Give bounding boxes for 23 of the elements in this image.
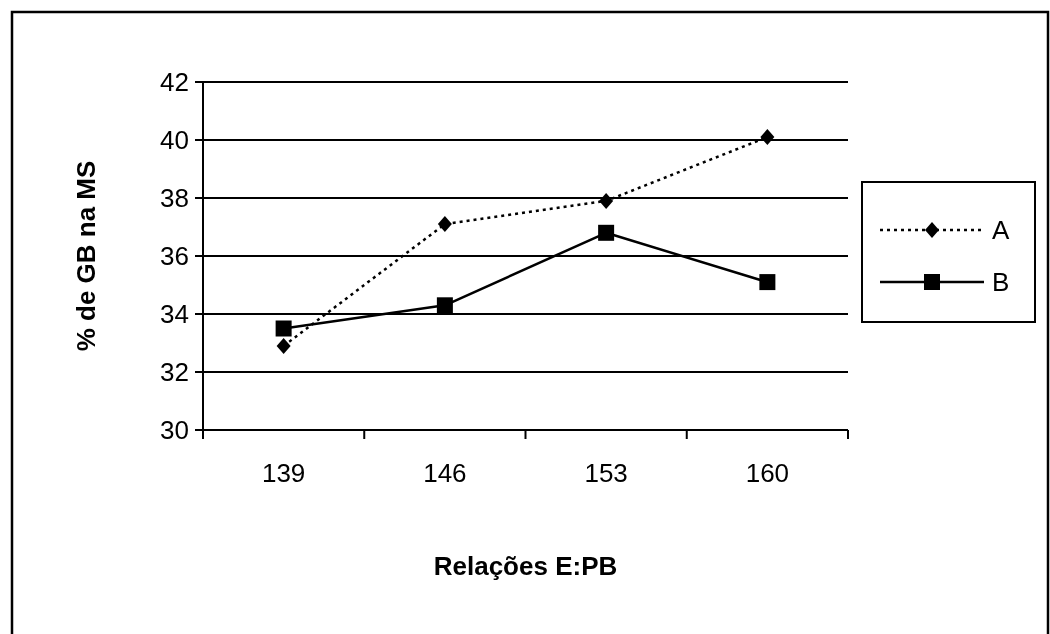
point [276,337,291,354]
legend-label: B [992,267,1010,298]
y-tick-label: 42 [160,67,189,98]
legend-label: A [992,215,1010,246]
point [275,320,292,337]
point [437,216,452,233]
x-tick-label: 146 [423,458,467,488]
y-tick-label: 32 [160,357,189,388]
point [760,129,775,146]
y-tick-label: 36 [160,241,189,272]
x-tick-label: 139 [261,458,306,488]
y-tick-label: 38 [160,183,189,214]
x-axis-title: Relações E:PB [433,551,618,581]
point [599,192,614,209]
x-tick-label: 153 [584,458,628,488]
y-tick-label: 40 [160,125,189,156]
y-axis-title: % de GB na MS [71,160,101,352]
point [436,297,453,314]
x-tick-label: 160 [745,458,790,488]
point [759,274,776,291]
y-tick-label: 34 [160,299,189,330]
point [598,224,615,241]
y-tick-label: 30 [160,415,189,446]
